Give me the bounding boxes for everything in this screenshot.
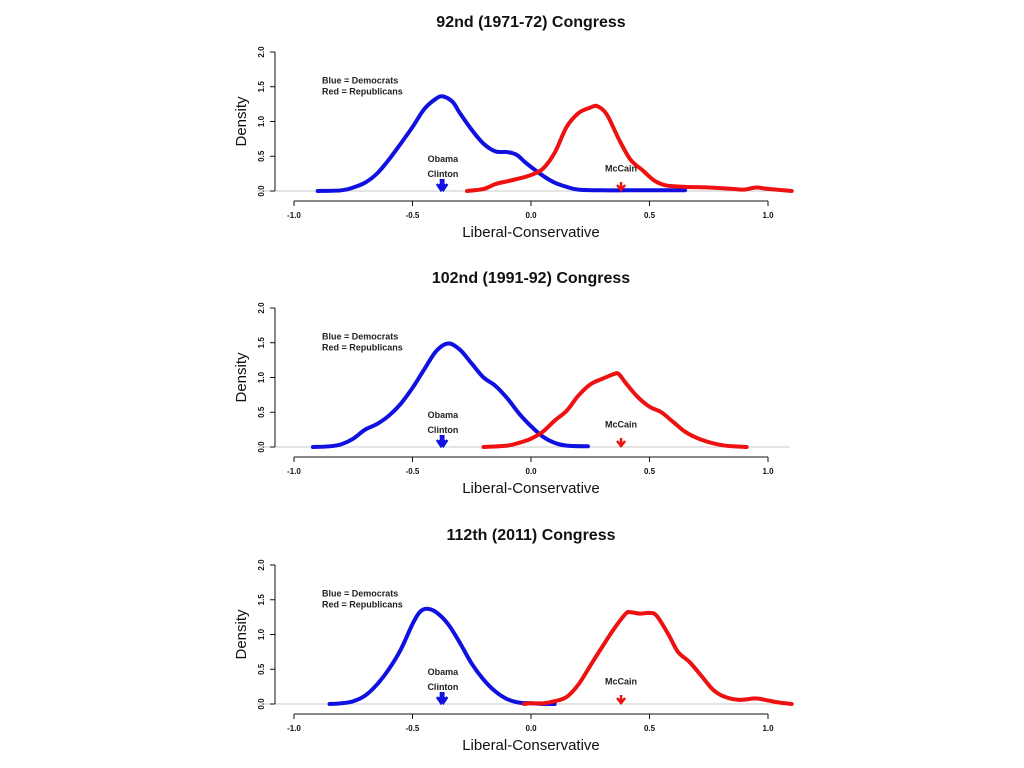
x-tick-label: -0.5 (406, 724, 420, 733)
y-tick-label: 2.0 (257, 46, 266, 58)
density-curve-democrats (327, 606, 557, 707)
annotation-mccain-label: McCain (605, 420, 637, 430)
legend-entry: Red = Republicans (322, 86, 403, 96)
density-curve-republicans (521, 609, 794, 706)
x-tick-label: 0.0 (525, 211, 537, 220)
arrowhead-icon (438, 439, 449, 449)
arrowhead-icon (438, 183, 449, 193)
annotation-clinton-label: Clinton (427, 425, 458, 435)
y-tick-label: 1.5 (257, 81, 266, 93)
x-tick-label: 0.5 (644, 724, 656, 733)
density-curve-republicans (465, 103, 794, 193)
y-tick-label: 0.5 (257, 406, 266, 418)
annotation-clinton-label: Clinton (427, 682, 458, 692)
arrowhead-icon (616, 697, 627, 706)
x-tick-label: -0.5 (406, 211, 420, 220)
y-tick-label: 0.0 (257, 185, 266, 197)
annotation-obama-label: Obama (428, 154, 460, 164)
y-axis-label: Density (233, 609, 250, 660)
x-tick-label: -1.0 (287, 724, 301, 733)
legend-entry: Blue = Democrats (322, 75, 398, 85)
x-tick-label: -0.5 (406, 467, 420, 476)
density-curve-republicans (481, 371, 749, 449)
y-tick-label: 1.0 (257, 371, 266, 383)
chart-title: 112th (2011) Congress (447, 527, 616, 544)
y-tick-label: 0.0 (257, 441, 266, 453)
x-axis-label: Liberal-Conservative (462, 224, 600, 241)
annotation-mccain-label: McCain (605, 164, 637, 174)
y-tick-label: 1.5 (257, 337, 266, 349)
density-curve-democrats (315, 94, 688, 193)
chart-title: 92nd (1971-72) Congress (436, 14, 626, 31)
annotation-obama-label: Obama (428, 667, 460, 677)
y-tick-label: 0.5 (257, 150, 266, 162)
panel-3: 112th (2011) Congress 0.0 0.5 1.0 1.5 2.0 Dens… (233, 527, 794, 754)
y-tick-label: 2.0 (257, 302, 266, 314)
arrowhead-icon (616, 184, 627, 193)
x-tick-label: 1.0 (762, 211, 774, 220)
x-axis-label: Liberal-Conservative (462, 737, 600, 754)
panel-1: 92nd (1971-72) Congress 0.0 0.5 1.0 1.5 2.0 De… (233, 14, 794, 241)
arrowhead-icon (438, 696, 449, 706)
annotation-mccain-label: McCain (605, 677, 637, 687)
annotation-obama-label: Obama (428, 410, 460, 420)
annotation-clinton-label: Clinton (427, 169, 458, 179)
y-tick-label: 0.0 (257, 698, 266, 710)
x-axis-label: Liberal-Conservative (462, 480, 600, 497)
arrowhead-icon (616, 440, 627, 449)
x-tick-label: -1.0 (287, 467, 301, 476)
y-axis-label: Density (233, 96, 250, 147)
y-axis-label: Density (233, 352, 250, 403)
legend-entry: Blue = Democrats (322, 588, 398, 598)
y-tick-label: 2.0 (257, 559, 266, 571)
panel-2: 102nd (1991-92) Congress 0.0 0.5 1.0 1.5 2.0 D… (233, 270, 790, 497)
y-tick-label: 0.5 (257, 663, 266, 675)
x-tick-label: 1.0 (762, 724, 774, 733)
x-tick-label: 0.0 (525, 467, 537, 476)
density-curve-democrats (310, 341, 590, 449)
legend-entry: Red = Republicans (322, 342, 403, 352)
x-tick-label: 1.0 (762, 467, 774, 476)
legend-entry: Red = Republicans (322, 599, 403, 609)
y-tick-label: 1.0 (257, 115, 266, 127)
chart-title: 102nd (1991-92) Congress (432, 270, 630, 287)
y-tick-label: 1.5 (257, 594, 266, 606)
x-tick-label: 0.5 (644, 211, 656, 220)
x-tick-label: 0.5 (644, 467, 656, 476)
x-tick-label: -1.0 (287, 211, 301, 220)
y-tick-label: 1.0 (257, 628, 266, 640)
x-tick-label: 0.0 (525, 724, 537, 733)
legend-entry: Blue = Democrats (322, 331, 398, 341)
